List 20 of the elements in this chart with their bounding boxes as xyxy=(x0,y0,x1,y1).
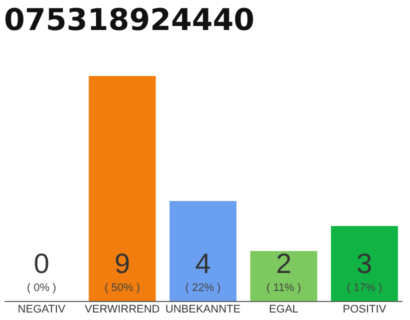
data-label: 4 xyxy=(195,248,211,279)
x-tick-label: POSITIV xyxy=(342,304,387,316)
annotation: ( 22% ) xyxy=(185,282,221,294)
bar xyxy=(88,76,156,301)
bar xyxy=(250,251,318,301)
x-tick-label: EGAL xyxy=(269,304,298,316)
bar xyxy=(330,226,398,301)
x-tick-label: NEGATIV xyxy=(18,304,66,316)
chart-title: 075318924440 xyxy=(4,3,254,38)
annotation: ( 11% ) xyxy=(266,282,302,294)
data-label: 9 xyxy=(114,248,130,279)
data-label: 0 xyxy=(34,248,50,279)
annotation: ( 0% ) xyxy=(26,282,56,294)
data-label: 2 xyxy=(276,248,292,279)
data-label: 3 xyxy=(356,248,372,279)
x-tick-label: VERWIRREND xyxy=(84,304,160,316)
annotation: ( 17% ) xyxy=(346,282,382,294)
bar xyxy=(169,201,237,301)
annotation: ( 50% ) xyxy=(104,282,140,294)
x-tick-label: UNBEKANNTE xyxy=(165,304,241,316)
